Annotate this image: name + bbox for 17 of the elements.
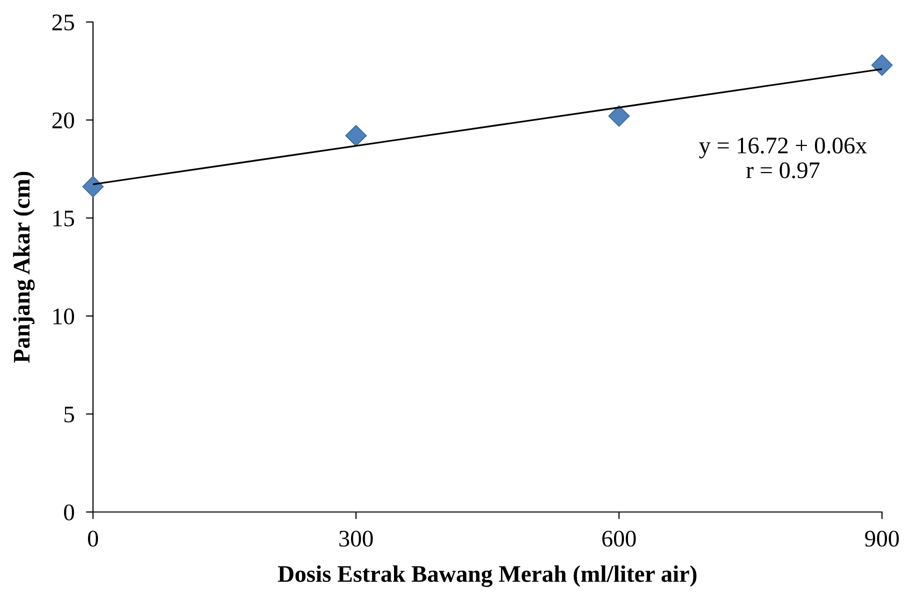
y-tick-label: 20 xyxy=(52,112,74,128)
y-axis-title: Panjang Akar (cm) xyxy=(13,172,35,363)
point xyxy=(345,124,367,146)
point xyxy=(871,54,893,76)
x-tick-label: 600 xyxy=(602,530,636,547)
x-tick-label: 0 xyxy=(88,530,98,547)
x-tick-label: 900 xyxy=(865,530,899,547)
point xyxy=(82,176,104,198)
x-axis-title: Dosis Estrak Bawang Merah (ml/liter air) xyxy=(278,565,696,587)
point xyxy=(608,105,630,127)
y-tick-label: 15 xyxy=(53,210,74,226)
y-tick-label: 10 xyxy=(53,308,74,324)
y-tick-label: 25 xyxy=(52,14,74,30)
annotation: y = 16.72 + 0.06x r = 0.97 xyxy=(699,138,867,178)
x-tick-label: 300 xyxy=(339,530,373,547)
y-tick-label: 5 xyxy=(64,406,74,422)
y-tick-label: 0 xyxy=(64,504,74,520)
